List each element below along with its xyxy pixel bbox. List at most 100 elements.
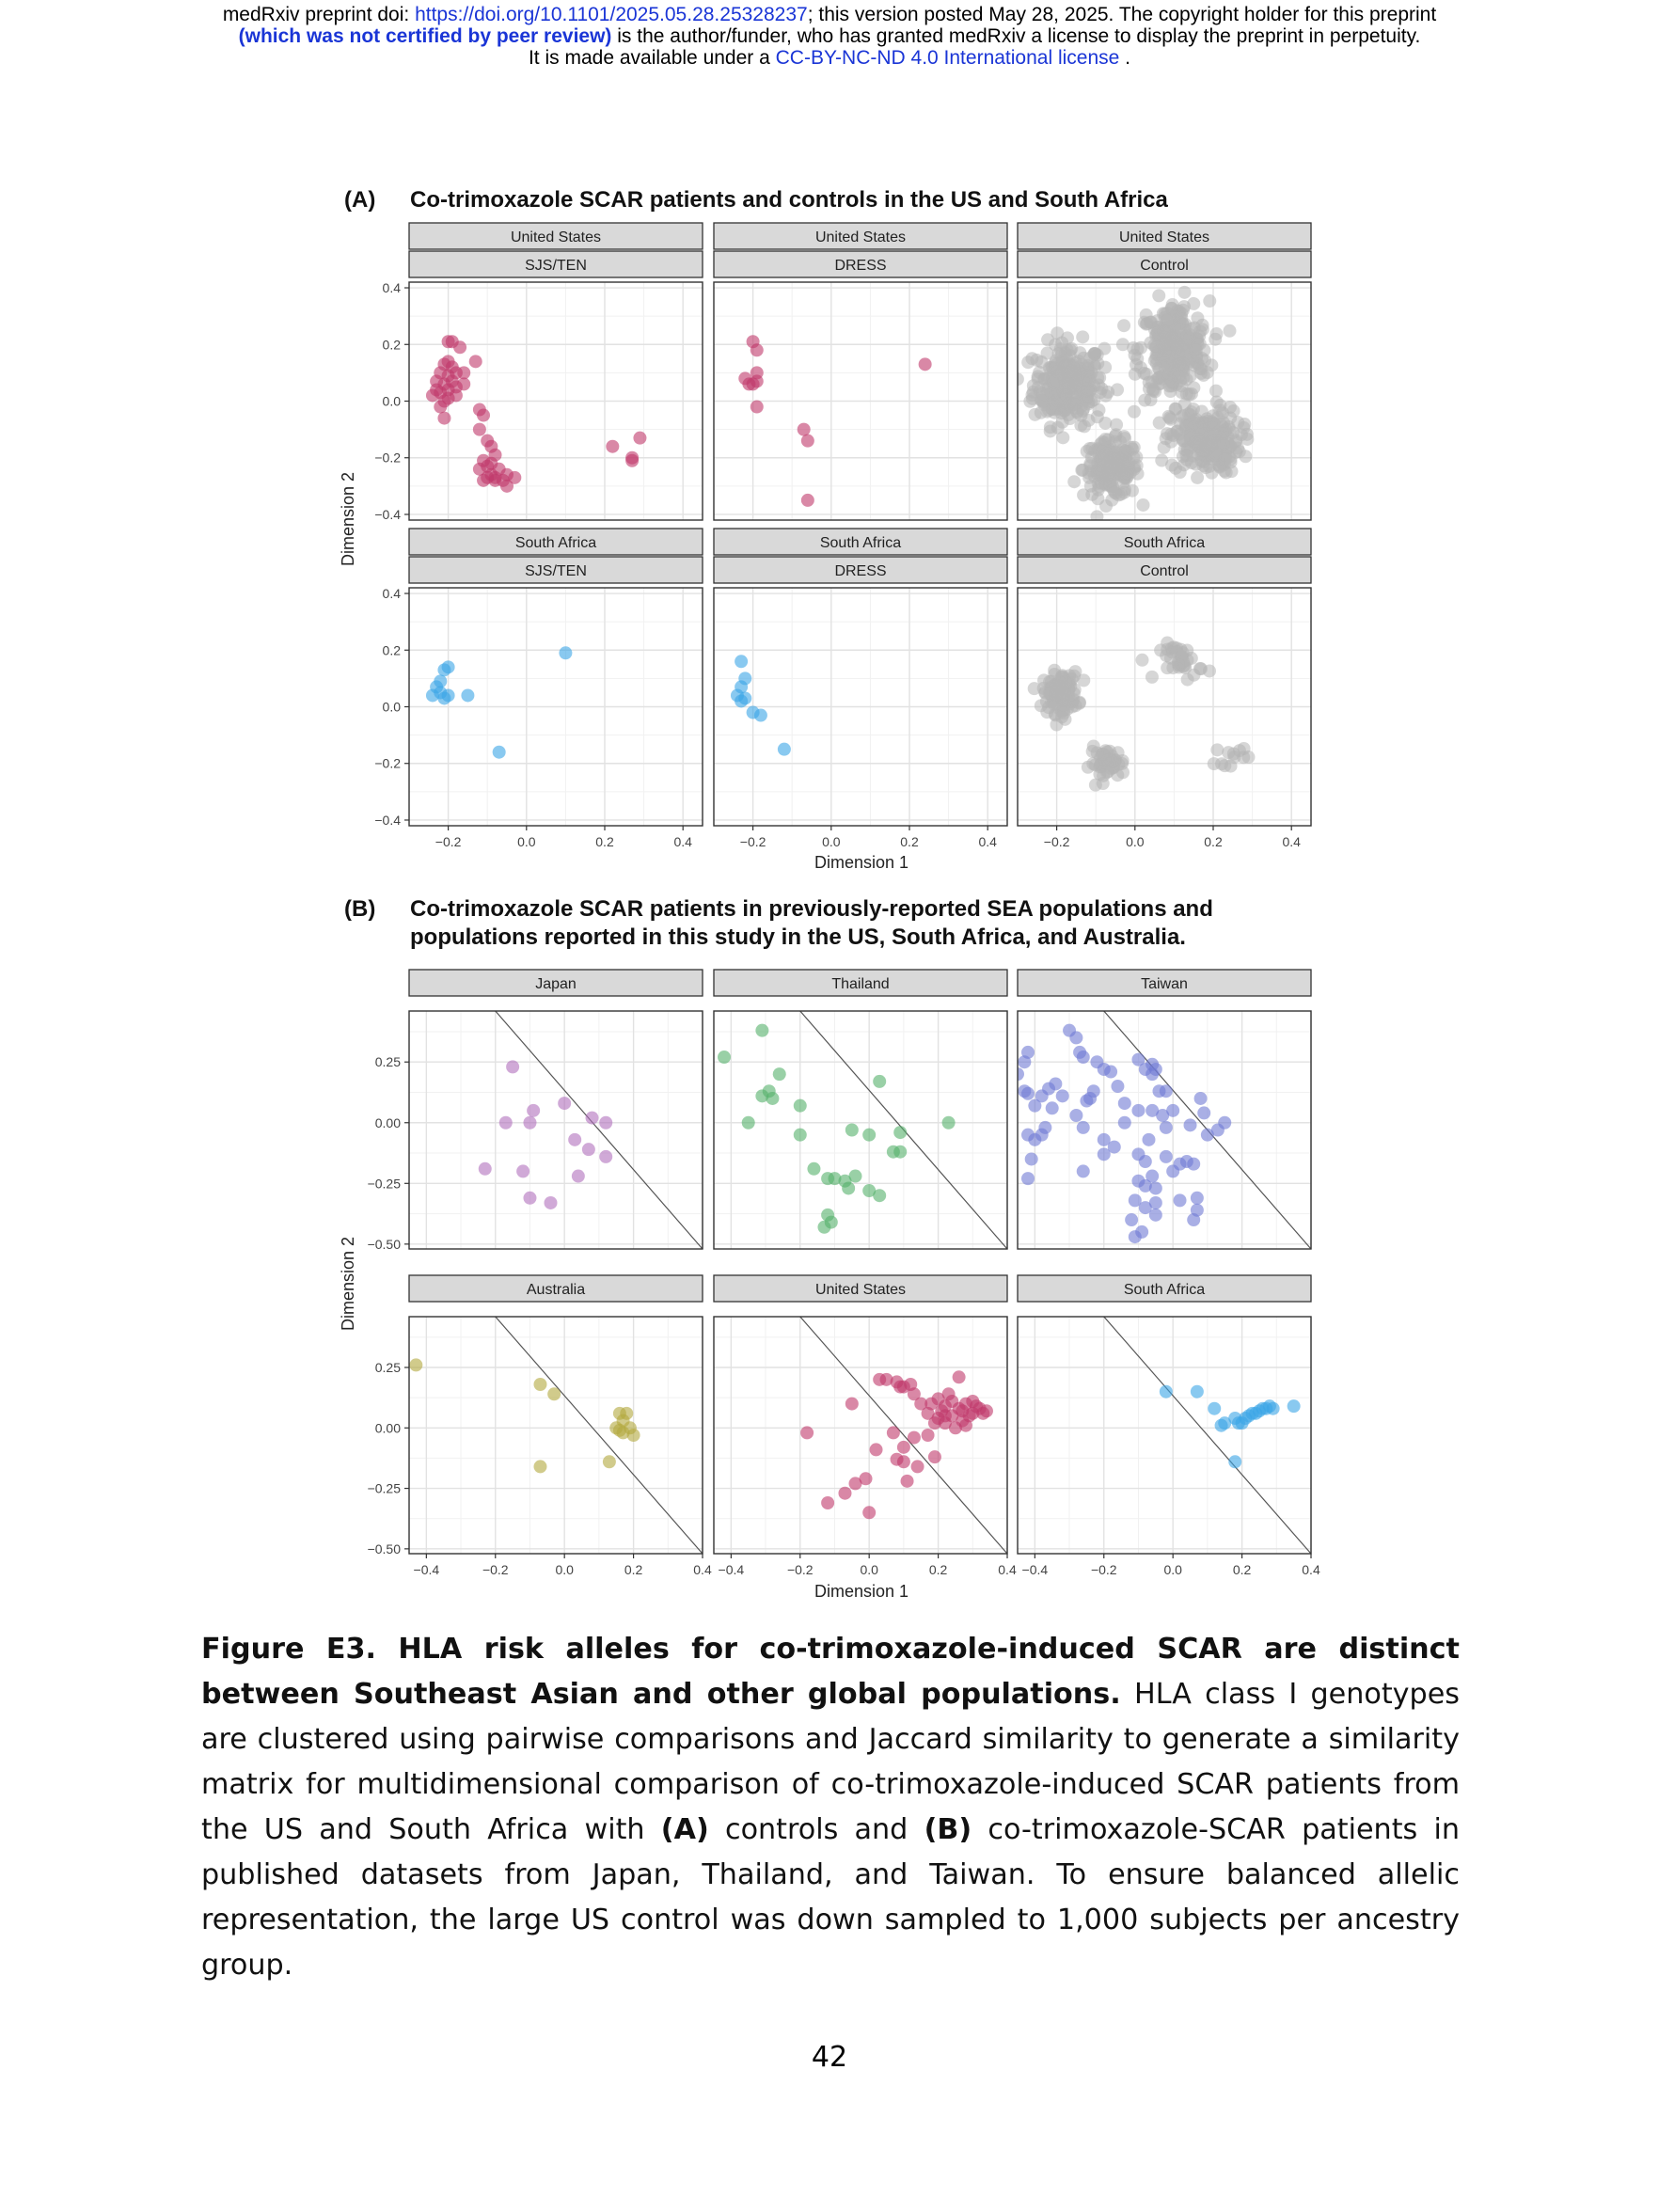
data-point	[1197, 1106, 1211, 1120]
data-point	[478, 1161, 492, 1176]
panel-a-plot-frame	[713, 281, 1008, 521]
data-point	[893, 1380, 908, 1394]
data-point	[1117, 1115, 1131, 1130]
data-point	[1076, 1120, 1090, 1134]
panel-a-xlabel: Dimension 1	[814, 853, 908, 872]
doi-link[interactable]: https://doi.org/10.1101/2025.05.28.25328…	[415, 4, 808, 25]
control-point	[1240, 427, 1254, 441]
panel-b-ytick-label: 0.25	[375, 1054, 401, 1069]
panel-a-xtick-label: −0.2	[740, 834, 766, 849]
control-point	[1130, 357, 1144, 371]
panel-a-xtick-label: −0.2	[435, 834, 462, 849]
panel-a-strip-top-1-box	[713, 222, 1008, 250]
data-point	[609, 1421, 624, 1435]
control-point	[1046, 377, 1060, 391]
data-point	[848, 1169, 862, 1183]
data-point	[516, 1164, 530, 1178]
data-point	[1218, 1115, 1232, 1130]
panel-b-points-0	[478, 1011, 703, 1249]
control-point	[1173, 427, 1187, 441]
data-point	[1190, 1191, 1204, 1205]
control-point	[1110, 418, 1124, 432]
data-point	[1138, 1178, 1152, 1193]
control-point	[1168, 335, 1182, 349]
panel-a-xtick-label: 0.4	[978, 834, 997, 849]
data-point	[523, 1191, 537, 1205]
panel-b-strip-4-label: United States	[815, 1282, 906, 1298]
control-point	[1160, 314, 1174, 328]
panel-a-strip-bottom-5-box	[1017, 556, 1312, 584]
panel-a-strip-top-1-label: United States	[815, 229, 906, 245]
control-point	[1159, 432, 1173, 446]
control-point	[1136, 498, 1150, 512]
data-point	[1138, 1155, 1152, 1169]
control-point	[1188, 342, 1202, 356]
panel-a-strip-bottom-0-box	[408, 250, 703, 278]
control-point	[1216, 406, 1230, 420]
panel-b-xtick-label: 0.0	[860, 1562, 878, 1577]
data-point	[477, 408, 491, 422]
control-point	[1027, 682, 1041, 696]
panel-a-strip-bottom-5-label: Control	[1140, 563, 1189, 579]
control-point	[1066, 397, 1081, 411]
data-point	[1159, 1384, 1173, 1398]
caption-text-2: controls and	[708, 1813, 924, 1846]
data-point	[581, 1143, 595, 1157]
control-point	[1063, 358, 1077, 372]
panel-a-facet-1	[713, 281, 1008, 521]
data-point	[1159, 1120, 1173, 1134]
data-point	[842, 1181, 856, 1195]
panel-b-xtick-label: 0.2	[1233, 1562, 1252, 1577]
panel-b-xtick-label: −0.4	[719, 1562, 745, 1577]
control-point	[1030, 353, 1044, 367]
data-point	[523, 1115, 537, 1130]
control-point	[1018, 372, 1024, 387]
license-link[interactable]: CC-BY-NC-ND 4.0 International license	[775, 47, 1120, 69]
panel-a-tag: (A)	[344, 187, 375, 213]
data-point	[559, 646, 573, 660]
peer-review-notice[interactable]: (which was not certified by peer review)	[238, 25, 612, 47]
data-point	[472, 462, 486, 476]
control-point	[1194, 366, 1209, 380]
data-point	[1148, 1062, 1162, 1076]
control-point	[1077, 419, 1091, 434]
data-point	[848, 1477, 862, 1491]
panel-a-facet-4: −0.2 0.0 0.2 0.4	[713, 587, 1008, 849]
panel-b-strip-4-box	[713, 1274, 1008, 1303]
data-point	[453, 340, 467, 355]
figure-caption: Figure E3. HLA risk alleles for co-trimo…	[201, 1627, 1460, 1988]
panel-b-title-line1: Co-trimoxazole SCAR patients in previous…	[410, 896, 1213, 922]
header-suffix: ; this version posted May 28, 2025. The …	[807, 4, 1437, 25]
caption-text-1: HLA class I genotypes are clustered usin…	[201, 1678, 1461, 1846]
control-point	[1209, 384, 1223, 398]
panel-b-facet-2	[1017, 1010, 1312, 1250]
panel-b-plot-bg	[714, 1011, 1007, 1249]
control-point	[1088, 778, 1102, 792]
panel-a-xtick-label: 0.0	[822, 834, 841, 849]
data-point	[753, 708, 767, 722]
panel-b-points-5	[1103, 1317, 1311, 1554]
control-point	[1184, 322, 1198, 336]
control-point	[1098, 341, 1112, 356]
data-point	[434, 686, 448, 700]
control-point	[1152, 416, 1166, 430]
panel-a-xtick-label: 0.2	[1204, 834, 1223, 849]
data-point	[571, 1169, 585, 1183]
data-point	[1021, 1172, 1035, 1186]
data-point	[821, 1172, 835, 1186]
control-point	[1152, 289, 1166, 303]
license-text: is the author/funder, who has granted me…	[611, 25, 1421, 47]
control-point	[1101, 455, 1115, 469]
panel-b-xtick-label: −0.2	[1091, 1562, 1117, 1577]
panel-b-reference-line	[1103, 1317, 1311, 1554]
panel-a-facet-2	[1017, 281, 1312, 521]
data-point	[1076, 1051, 1090, 1065]
control-point	[1191, 470, 1205, 484]
data-point	[755, 1089, 769, 1103]
panel-b-strip-5-label: South Africa	[1124, 1282, 1205, 1298]
control-point	[1041, 333, 1055, 347]
data-point	[824, 1215, 838, 1229]
control-point	[1055, 670, 1069, 684]
control-point	[1203, 294, 1217, 308]
panel-a-strip-top-2-label: United States	[1119, 229, 1209, 245]
